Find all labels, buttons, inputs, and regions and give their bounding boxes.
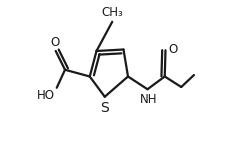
- Text: NH: NH: [140, 93, 157, 106]
- Text: S: S: [100, 100, 109, 114]
- Text: HO: HO: [37, 89, 54, 102]
- Text: O: O: [168, 43, 177, 56]
- Text: CH₃: CH₃: [101, 6, 123, 20]
- Text: O: O: [50, 36, 60, 50]
